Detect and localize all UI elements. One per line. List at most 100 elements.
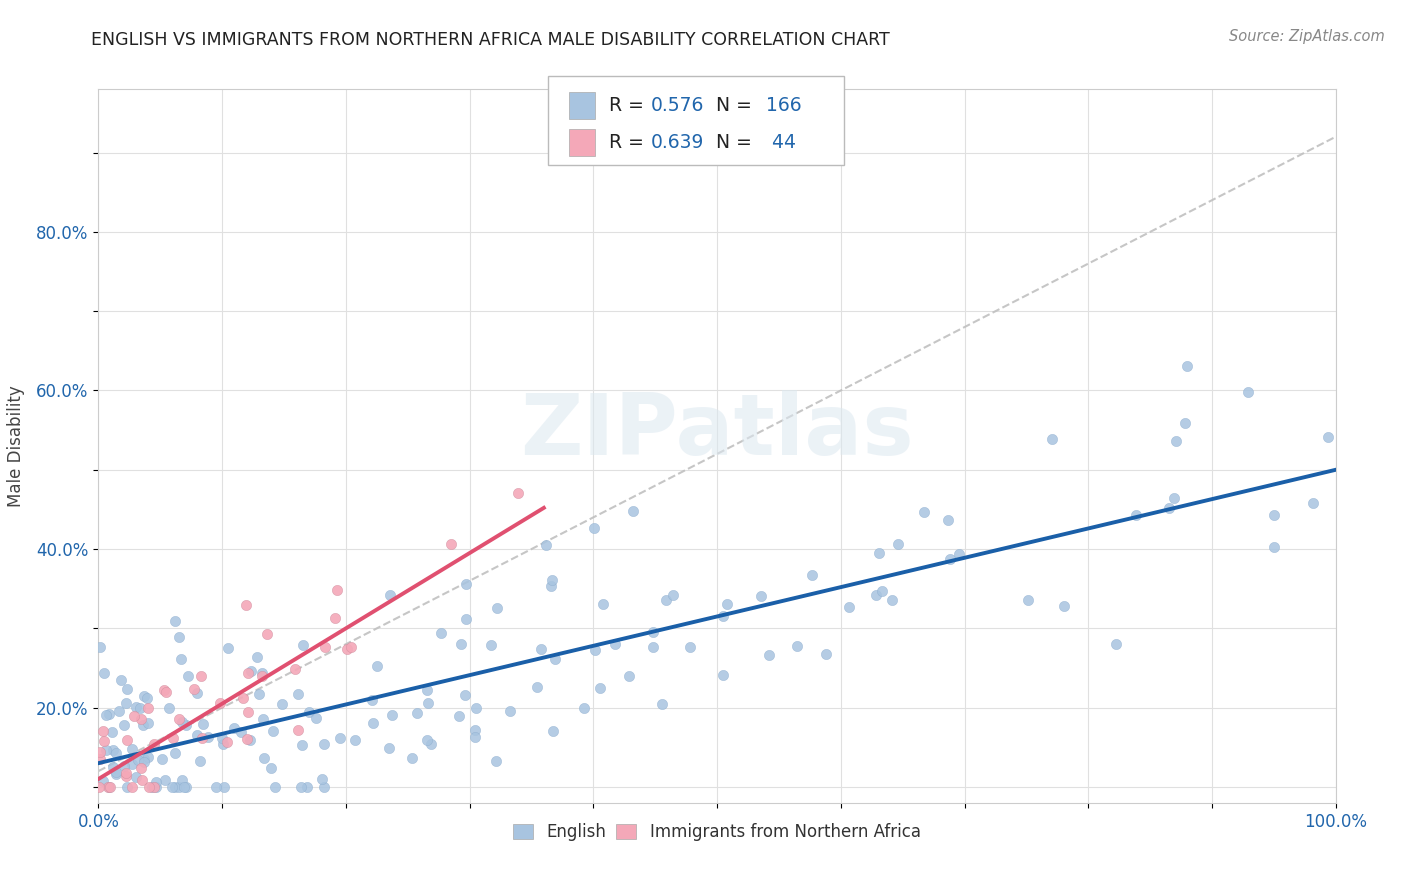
Point <box>236 666 259 681</box>
Point <box>485 600 508 615</box>
Point <box>868 546 890 560</box>
Point <box>912 506 935 520</box>
Point <box>172 715 194 730</box>
Point <box>132 690 155 704</box>
Point <box>132 752 155 766</box>
Point <box>329 731 352 745</box>
Point <box>165 780 187 794</box>
Point <box>235 598 257 612</box>
Point <box>122 708 145 723</box>
Point <box>325 582 347 597</box>
Point <box>205 780 228 794</box>
Point <box>134 755 156 769</box>
Point <box>271 697 294 711</box>
Text: ENGLISH VS IMMIGRANTS FROM NORTHERN AFRICA MALE DISABILITY CORRELATION CHART: ENGLISH VS IMMIGRANTS FROM NORTHERN AFRI… <box>91 31 890 49</box>
Point <box>711 609 734 624</box>
Point <box>91 724 114 739</box>
Point <box>290 780 312 794</box>
Text: N =: N = <box>704 133 758 153</box>
Point <box>263 780 285 794</box>
Point <box>711 668 734 682</box>
Point <box>174 718 197 732</box>
Point <box>305 711 328 725</box>
Point <box>464 723 486 738</box>
Point <box>679 640 702 655</box>
Point <box>215 735 238 749</box>
Text: 0.576: 0.576 <box>651 95 704 115</box>
Point <box>1105 637 1128 651</box>
Point <box>508 486 530 500</box>
Point <box>284 661 307 675</box>
Point <box>252 712 274 726</box>
Point <box>127 753 149 767</box>
Point <box>1263 540 1285 554</box>
Point <box>360 692 382 706</box>
Point <box>419 737 441 751</box>
Point <box>125 770 148 784</box>
Point <box>153 682 176 697</box>
Point <box>865 588 887 602</box>
Point <box>454 688 477 702</box>
Point <box>96 708 118 723</box>
Point <box>150 752 173 766</box>
Point <box>339 640 361 655</box>
Point <box>311 772 333 786</box>
Point <box>214 780 236 794</box>
Point <box>174 780 197 794</box>
Point <box>236 732 259 747</box>
Point <box>97 780 120 794</box>
Point <box>91 774 114 789</box>
Text: R =: R = <box>609 95 650 115</box>
Point <box>115 780 138 794</box>
Point <box>256 626 278 640</box>
Point <box>938 552 960 566</box>
Point <box>112 758 135 772</box>
Point <box>117 732 139 747</box>
Point <box>1316 430 1339 444</box>
Point <box>540 579 562 593</box>
Point <box>217 640 239 655</box>
Text: 0.639: 0.639 <box>651 133 704 153</box>
Point <box>103 760 125 774</box>
Point <box>485 755 508 769</box>
Point <box>530 642 553 657</box>
Y-axis label: Male Disability: Male Disability <box>7 385 25 507</box>
Text: 44: 44 <box>766 133 796 153</box>
Point <box>250 666 273 681</box>
Point <box>97 780 120 794</box>
Point <box>366 658 388 673</box>
Point <box>344 733 367 747</box>
Text: 166: 166 <box>766 95 801 115</box>
Point <box>209 696 232 710</box>
Point <box>136 691 159 706</box>
Point <box>430 625 453 640</box>
Point <box>247 687 270 701</box>
Point <box>104 764 127 779</box>
Point <box>592 597 614 611</box>
Point <box>173 780 195 794</box>
Point <box>136 750 159 764</box>
Point <box>291 738 314 752</box>
Point <box>262 724 284 739</box>
Point <box>138 701 160 715</box>
Point <box>1053 599 1076 614</box>
Point <box>222 721 245 735</box>
Point <box>1174 416 1197 430</box>
Point <box>125 699 148 714</box>
Point <box>838 599 860 614</box>
Point <box>129 701 152 715</box>
Point <box>583 643 606 657</box>
Point <box>323 611 346 625</box>
Point <box>121 742 143 756</box>
Point <box>153 773 176 788</box>
Point <box>191 717 214 731</box>
Point <box>295 780 318 794</box>
Point <box>117 681 139 696</box>
Point <box>190 668 212 682</box>
Point <box>298 706 321 720</box>
Point <box>121 780 143 794</box>
Point <box>236 705 259 719</box>
Point <box>801 568 824 582</box>
Point <box>872 584 894 599</box>
Point <box>617 669 640 683</box>
